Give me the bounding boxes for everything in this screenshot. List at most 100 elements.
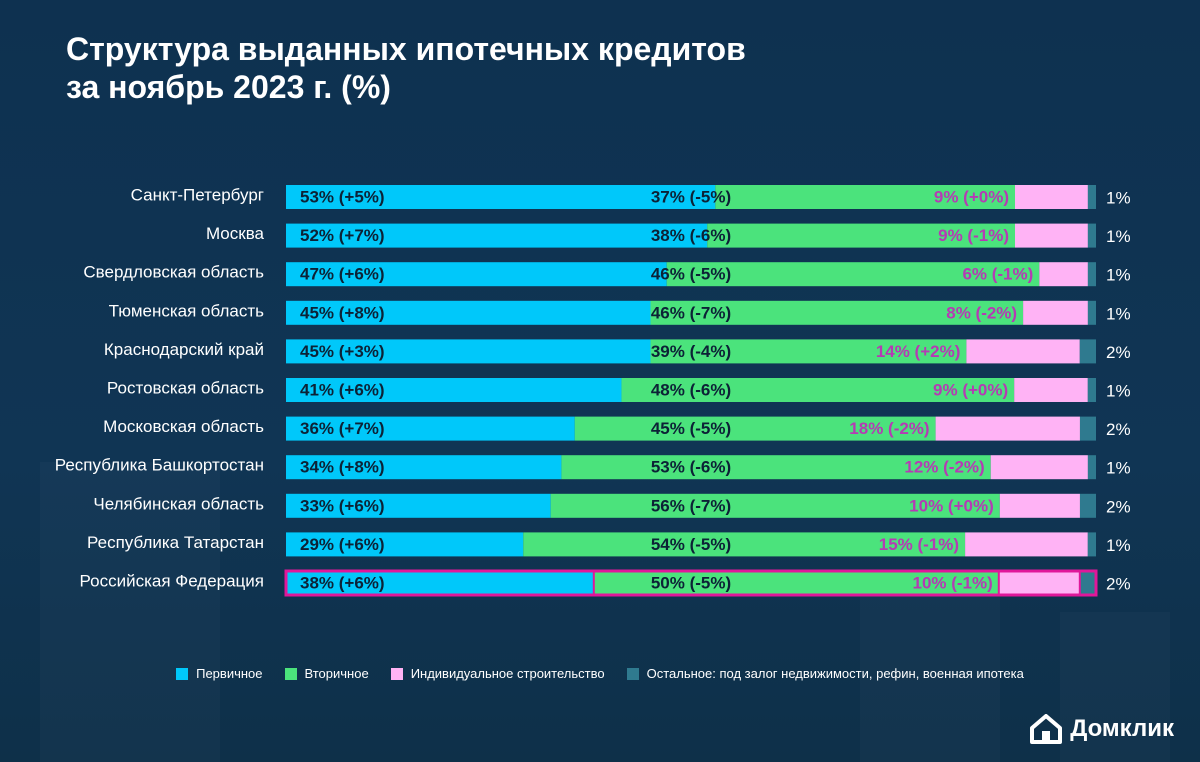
data-label-individual: 12% (-2%) xyxy=(904,458,984,477)
data-label-other: 2% xyxy=(1106,420,1131,439)
category-label: Краснодарский край xyxy=(104,340,264,359)
legend-swatch xyxy=(176,667,189,680)
bar-segment-other xyxy=(1079,416,1096,441)
data-label-secondary: 56% (-7%) xyxy=(651,496,731,515)
bar-segment-secondary xyxy=(593,571,999,595)
logo-text: Домклик xyxy=(1070,715,1174,742)
legend-label: Вторичное xyxy=(304,666,369,681)
data-label-secondary: 38% (-6%) xyxy=(651,226,731,245)
data-label-primary: 53% (+5%) xyxy=(300,187,385,206)
bar-segment-other xyxy=(1079,571,1096,595)
data-label-primary: 45% (+8%) xyxy=(300,303,385,322)
bar-segment-individual xyxy=(998,571,1080,595)
data-label-other: 1% xyxy=(1106,266,1131,285)
category-label: Российская Федерация xyxy=(80,571,264,590)
category-label: Челябинская область xyxy=(93,494,264,513)
bar-segment-primary xyxy=(286,416,575,441)
category-label: Московская область xyxy=(103,417,264,436)
data-label-individual: 9% (-1%) xyxy=(938,226,1009,245)
bar-segment-other xyxy=(1087,455,1096,480)
legend: Первичное Вторичное Индивидуальное строи… xyxy=(0,666,1200,681)
highlight-outline xyxy=(284,569,1098,597)
data-label-individual: 8% (-2%) xyxy=(946,303,1017,322)
bar-segment-primary xyxy=(286,262,667,287)
bar-segment-secondary xyxy=(715,185,1015,209)
data-label-individual: 15% (-1%) xyxy=(879,535,959,554)
data-label-secondary: 53% (-6%) xyxy=(651,458,731,477)
bar-segment-individual xyxy=(1014,378,1088,402)
data-label-other: 2% xyxy=(1106,343,1131,362)
bar-segment-individual xyxy=(1023,300,1088,325)
legend-swatch xyxy=(284,667,297,680)
bar-segment-secondary xyxy=(523,532,966,557)
bar-segment-primary xyxy=(286,339,651,364)
category-label: Тюменская область xyxy=(109,301,265,320)
data-label-other: 1% xyxy=(1106,227,1131,246)
bar-segment-primary xyxy=(286,185,716,209)
bar-segment-primary xyxy=(286,493,551,518)
data-label-secondary: 46% (-7%) xyxy=(651,303,731,322)
legend-label: Индивидуальное строительство xyxy=(410,666,605,681)
bar-segment-individual xyxy=(965,532,1088,557)
bar-segment-secondary xyxy=(666,262,1040,287)
bar-segment-secondary xyxy=(561,455,991,480)
data-label-secondary: 46% (-5%) xyxy=(651,265,731,284)
domclick-logo: Домклик xyxy=(1030,714,1174,744)
bar-segment-primary xyxy=(286,378,622,402)
bar-segment-other xyxy=(1087,532,1096,557)
bar-segment-secondary xyxy=(650,300,1024,325)
bar-segment-primary xyxy=(286,571,594,595)
bar-segment-secondary xyxy=(650,339,967,364)
data-label-other: 1% xyxy=(1106,459,1131,478)
data-label-individual: 10% (-1%) xyxy=(912,573,992,592)
bar-segment-other xyxy=(1087,300,1096,325)
category-label: Москва xyxy=(206,224,265,243)
legend-item-other: Остальное: под залог недвижимости, рефин… xyxy=(626,666,1024,681)
legend-item-primary: Первичное xyxy=(176,666,263,681)
chart-title-line-1: Структура выданных ипотечных кредитов xyxy=(66,31,746,67)
data-label-primary: 33% (+6%) xyxy=(300,496,385,515)
data-label-other: 1% xyxy=(1106,304,1131,323)
data-label-primary: 47% (+6%) xyxy=(300,265,385,284)
bar-segment-individual xyxy=(990,455,1088,480)
legend-item-individual: Индивидуальное строительство xyxy=(390,666,605,681)
category-label: Ростовская область xyxy=(107,378,264,397)
data-label-individual: 9% (+0%) xyxy=(934,187,1009,206)
data-label-individual: 18% (-2%) xyxy=(849,419,929,438)
data-label-individual: 6% (-1%) xyxy=(962,265,1033,284)
bar-segment-other xyxy=(1087,262,1096,287)
bar-segment-primary xyxy=(286,532,524,557)
legend-label: Первичное xyxy=(196,666,263,681)
data-label-secondary: 37% (-5%) xyxy=(651,187,731,206)
bar-segment-individual xyxy=(935,416,1080,441)
data-label-primary: 36% (+7%) xyxy=(300,419,385,438)
bar-segment-other xyxy=(1087,185,1096,209)
bar-segment-individual xyxy=(1015,185,1088,209)
data-label-other: 2% xyxy=(1106,497,1131,516)
bar-segment-individual xyxy=(999,493,1080,518)
bar-segment-individual xyxy=(1015,223,1088,248)
stacked-bar-chart: Санкт-Петербург 53% (+5%) 37% (-5%) 9% (+0%… xyxy=(55,185,1131,597)
bar-segment-other xyxy=(1079,339,1096,364)
data-label-primary: 41% (+6%) xyxy=(300,380,385,399)
category-label: Свердловская область xyxy=(83,263,264,282)
category-label: Республика Башкортостан xyxy=(55,456,264,475)
data-label-other: 1% xyxy=(1106,188,1131,207)
data-label-primary: 29% (+6%) xyxy=(300,535,385,554)
chart-title-line-2: за ноябрь 2023 г. (%) xyxy=(66,69,391,105)
data-label-individual: 9% (+0%) xyxy=(933,380,1008,399)
bar-segment-primary xyxy=(286,300,651,325)
bar-segment-secondary xyxy=(550,493,1000,518)
data-label-primary: 38% (+6%) xyxy=(300,573,385,592)
bar-segment-other xyxy=(1087,223,1096,248)
bar-segment-other xyxy=(1087,378,1096,402)
data-label-primary: 34% (+8%) xyxy=(300,458,385,477)
bar-segment-primary xyxy=(286,223,708,248)
data-label-individual: 14% (+2%) xyxy=(876,342,961,361)
bar-segment-secondary xyxy=(574,416,936,441)
category-label: Санкт-Петербург xyxy=(131,185,264,204)
data-label-secondary: 48% (-6%) xyxy=(651,380,731,399)
data-label-secondary: 50% (-5%) xyxy=(651,573,731,592)
bar-segment-other xyxy=(1079,493,1096,518)
data-label-primary: 52% (+7%) xyxy=(300,226,385,245)
